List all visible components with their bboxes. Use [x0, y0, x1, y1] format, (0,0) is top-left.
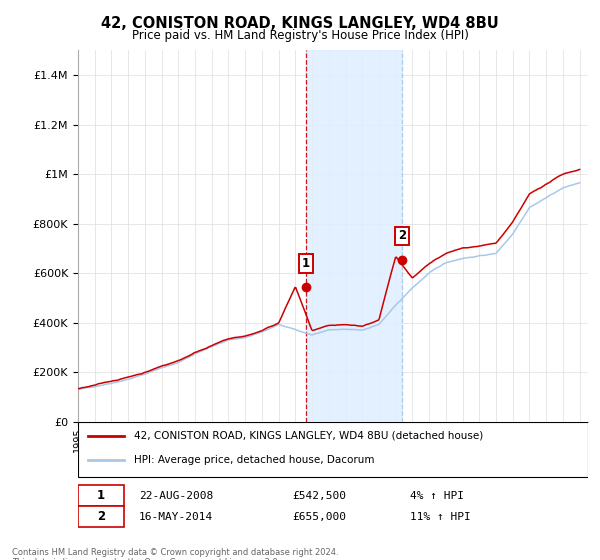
Text: 1: 1	[302, 258, 310, 270]
FancyBboxPatch shape	[78, 506, 124, 527]
Text: This data is licensed under the Open Government Licence v3.0.: This data is licensed under the Open Gov…	[12, 558, 280, 560]
Text: 4% ↑ HPI: 4% ↑ HPI	[409, 491, 464, 501]
Text: Price paid vs. HM Land Registry's House Price Index (HPI): Price paid vs. HM Land Registry's House …	[131, 29, 469, 42]
Text: 16-MAY-2014: 16-MAY-2014	[139, 512, 214, 522]
Text: HPI: Average price, detached house, Dacorum: HPI: Average price, detached house, Daco…	[134, 455, 374, 465]
FancyBboxPatch shape	[78, 486, 124, 506]
Text: 22-AUG-2008: 22-AUG-2008	[139, 491, 214, 501]
Text: £542,500: £542,500	[292, 491, 346, 501]
Text: 11% ↑ HPI: 11% ↑ HPI	[409, 512, 470, 522]
Text: £655,000: £655,000	[292, 512, 346, 522]
Text: 2: 2	[398, 230, 406, 242]
Text: Contains HM Land Registry data © Crown copyright and database right 2024.: Contains HM Land Registry data © Crown c…	[12, 548, 338, 557]
Text: 2: 2	[97, 510, 105, 523]
Text: 1: 1	[97, 489, 105, 502]
Text: 42, CONISTON ROAD, KINGS LANGLEY, WD4 8BU (detached house): 42, CONISTON ROAD, KINGS LANGLEY, WD4 8B…	[134, 431, 484, 441]
Text: 42, CONISTON ROAD, KINGS LANGLEY, WD4 8BU: 42, CONISTON ROAD, KINGS LANGLEY, WD4 8B…	[101, 16, 499, 31]
Bar	[306, 50, 402, 422]
FancyBboxPatch shape	[78, 422, 588, 477]
